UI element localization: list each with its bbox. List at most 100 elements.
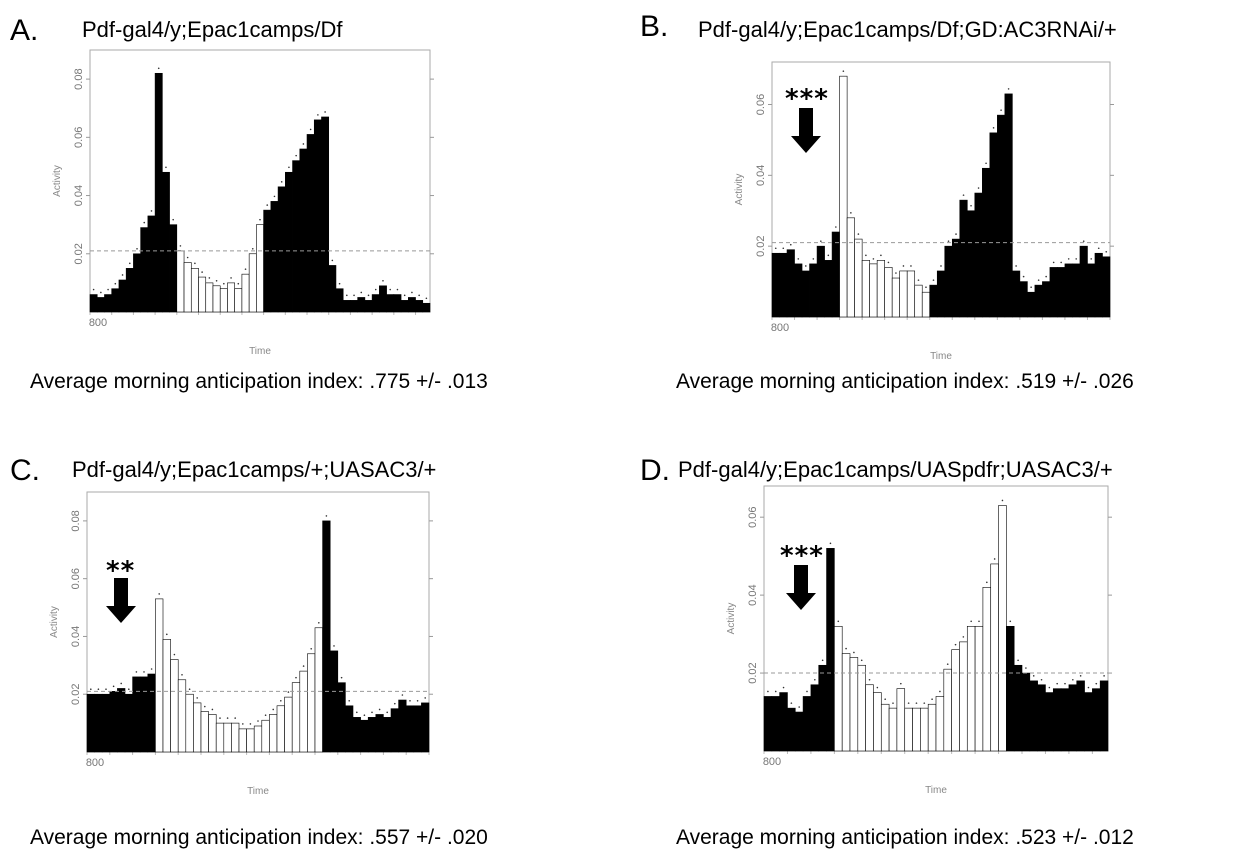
light-phase-bar: [256, 224, 264, 313]
error-dot: [829, 542, 832, 545]
error-dot: [186, 256, 189, 259]
error-dot: [880, 254, 882, 257]
error-dot: [876, 686, 879, 689]
activity-chart: 0.02 0.04 0.06 800 Activity Time: [734, 61, 1114, 362]
error-dot: [325, 515, 328, 517]
light-phase-bar: [854, 238, 863, 318]
error-dot: [382, 280, 384, 282]
error-dot: [992, 127, 995, 129]
light-phase-bar: [869, 263, 878, 318]
error-dot: [97, 688, 100, 691]
error-dot: [1017, 659, 1019, 662]
error-dot: [907, 702, 910, 704]
error-dot: [1032, 675, 1035, 677]
light-phase-bar: [177, 679, 187, 753]
error-dot: [939, 690, 941, 693]
dark-phase-bar: [89, 294, 98, 313]
error-dot: [273, 195, 276, 198]
dark-phase-bar: [299, 148, 308, 313]
light-phase-bar: [276, 705, 285, 753]
panel-title: Pdf-gal4/y;Epac1camps/UASpdfr;UASAC3/+: [678, 457, 1113, 482]
error-dot: [340, 676, 343, 679]
dark-phase-bar: [779, 252, 788, 318]
error-dot: [837, 620, 840, 623]
light-phase-bar: [248, 253, 257, 313]
dark-phase-bar: [413, 705, 422, 753]
error-dot: [173, 653, 176, 656]
error-dot: [401, 694, 404, 696]
error-dot: [1103, 675, 1105, 677]
dark-phase-bar: [786, 249, 795, 318]
error-dot: [774, 690, 777, 693]
light-phase-bar: [935, 696, 945, 752]
light-phase-bar: [966, 625, 976, 752]
error-dot: [821, 659, 824, 662]
error-dot: [842, 70, 845, 72]
dark-phase-bar: [407, 297, 416, 313]
dark-phase-bar: [974, 192, 983, 318]
error-dot: [348, 699, 351, 702]
dark-phase-bar: [787, 707, 796, 752]
error-dot: [946, 663, 949, 665]
panel-title: Pdf-gal4/y;Epac1camps/+;UASAC3/+: [72, 457, 437, 482]
error-dot: [900, 682, 902, 685]
error-dot: [121, 274, 124, 276]
light-phase-bar: [891, 277, 900, 318]
error-dot: [309, 128, 312, 131]
error-dot: [1022, 275, 1025, 278]
error-dot: [411, 291, 413, 294]
y-tick-label: 0.02: [73, 243, 85, 264]
light-phase-bar: [951, 649, 960, 752]
error-dot: [394, 702, 396, 705]
error-dot: [136, 247, 138, 250]
error-dot: [257, 720, 259, 722]
dark-phase-bar: [1099, 680, 1109, 752]
error-dot: [789, 243, 792, 246]
dark-phase-bar: [390, 708, 399, 753]
light-phase-bar: [899, 270, 908, 318]
error-dot: [338, 282, 341, 285]
error-dot: [302, 143, 305, 145]
dark-phase-bar: [133, 253, 141, 313]
error-dot: [128, 262, 131, 265]
dark-phase-bar: [1092, 688, 1101, 752]
anticipation-index: Average morning anticipation index: .775…: [30, 370, 488, 393]
anticipation-index: Average morning anticipation index: .519…: [676, 370, 1134, 393]
error-dot: [932, 279, 935, 281]
error-dot: [157, 67, 160, 70]
error-dot: [196, 697, 198, 699]
light-phase-bar: [876, 260, 885, 318]
anticipation-index: Average morning anticipation index: .557…: [30, 826, 488, 849]
dark-phase-bar: [1004, 93, 1013, 318]
dark-phase-bar: [771, 252, 780, 318]
error-dot: [280, 181, 283, 183]
y-axis-label: Activity: [49, 606, 60, 638]
y-tick-label: 0.06: [755, 94, 767, 115]
y-tick-label: 0.02: [70, 684, 82, 705]
error-dot: [295, 676, 297, 679]
dark-phase-bar: [763, 696, 773, 752]
error-dot: [1056, 682, 1058, 685]
error-dot: [211, 708, 214, 711]
light-phase-bar: [927, 703, 937, 752]
light-phase-bar: [176, 250, 185, 313]
error-dot: [850, 212, 852, 214]
error-dot: [887, 261, 890, 264]
error-dot: [805, 265, 807, 267]
light-phase-bar: [880, 703, 890, 752]
light-phase-bar: [314, 627, 323, 753]
down-arrow-icon: [791, 108, 821, 153]
dark-phase-bar: [154, 72, 163, 313]
dark-phase-bar: [117, 688, 126, 753]
panel-a: A. Pdf-gal4/y;Epac1camps/Df 0.02 0.04 0.06…: [0, 0, 560, 400]
error-dot: [915, 702, 918, 704]
light-phase-bar: [193, 702, 202, 753]
error-dot: [143, 221, 146, 224]
light-phase-bar: [183, 262, 192, 313]
y-tick-label: 0.08: [70, 510, 82, 531]
light-phase-bar: [959, 641, 968, 752]
error-dot: [1009, 620, 1012, 623]
light-phase-bar: [227, 282, 235, 313]
panel-letter: B.: [640, 10, 669, 43]
error-dot: [895, 272, 897, 274]
